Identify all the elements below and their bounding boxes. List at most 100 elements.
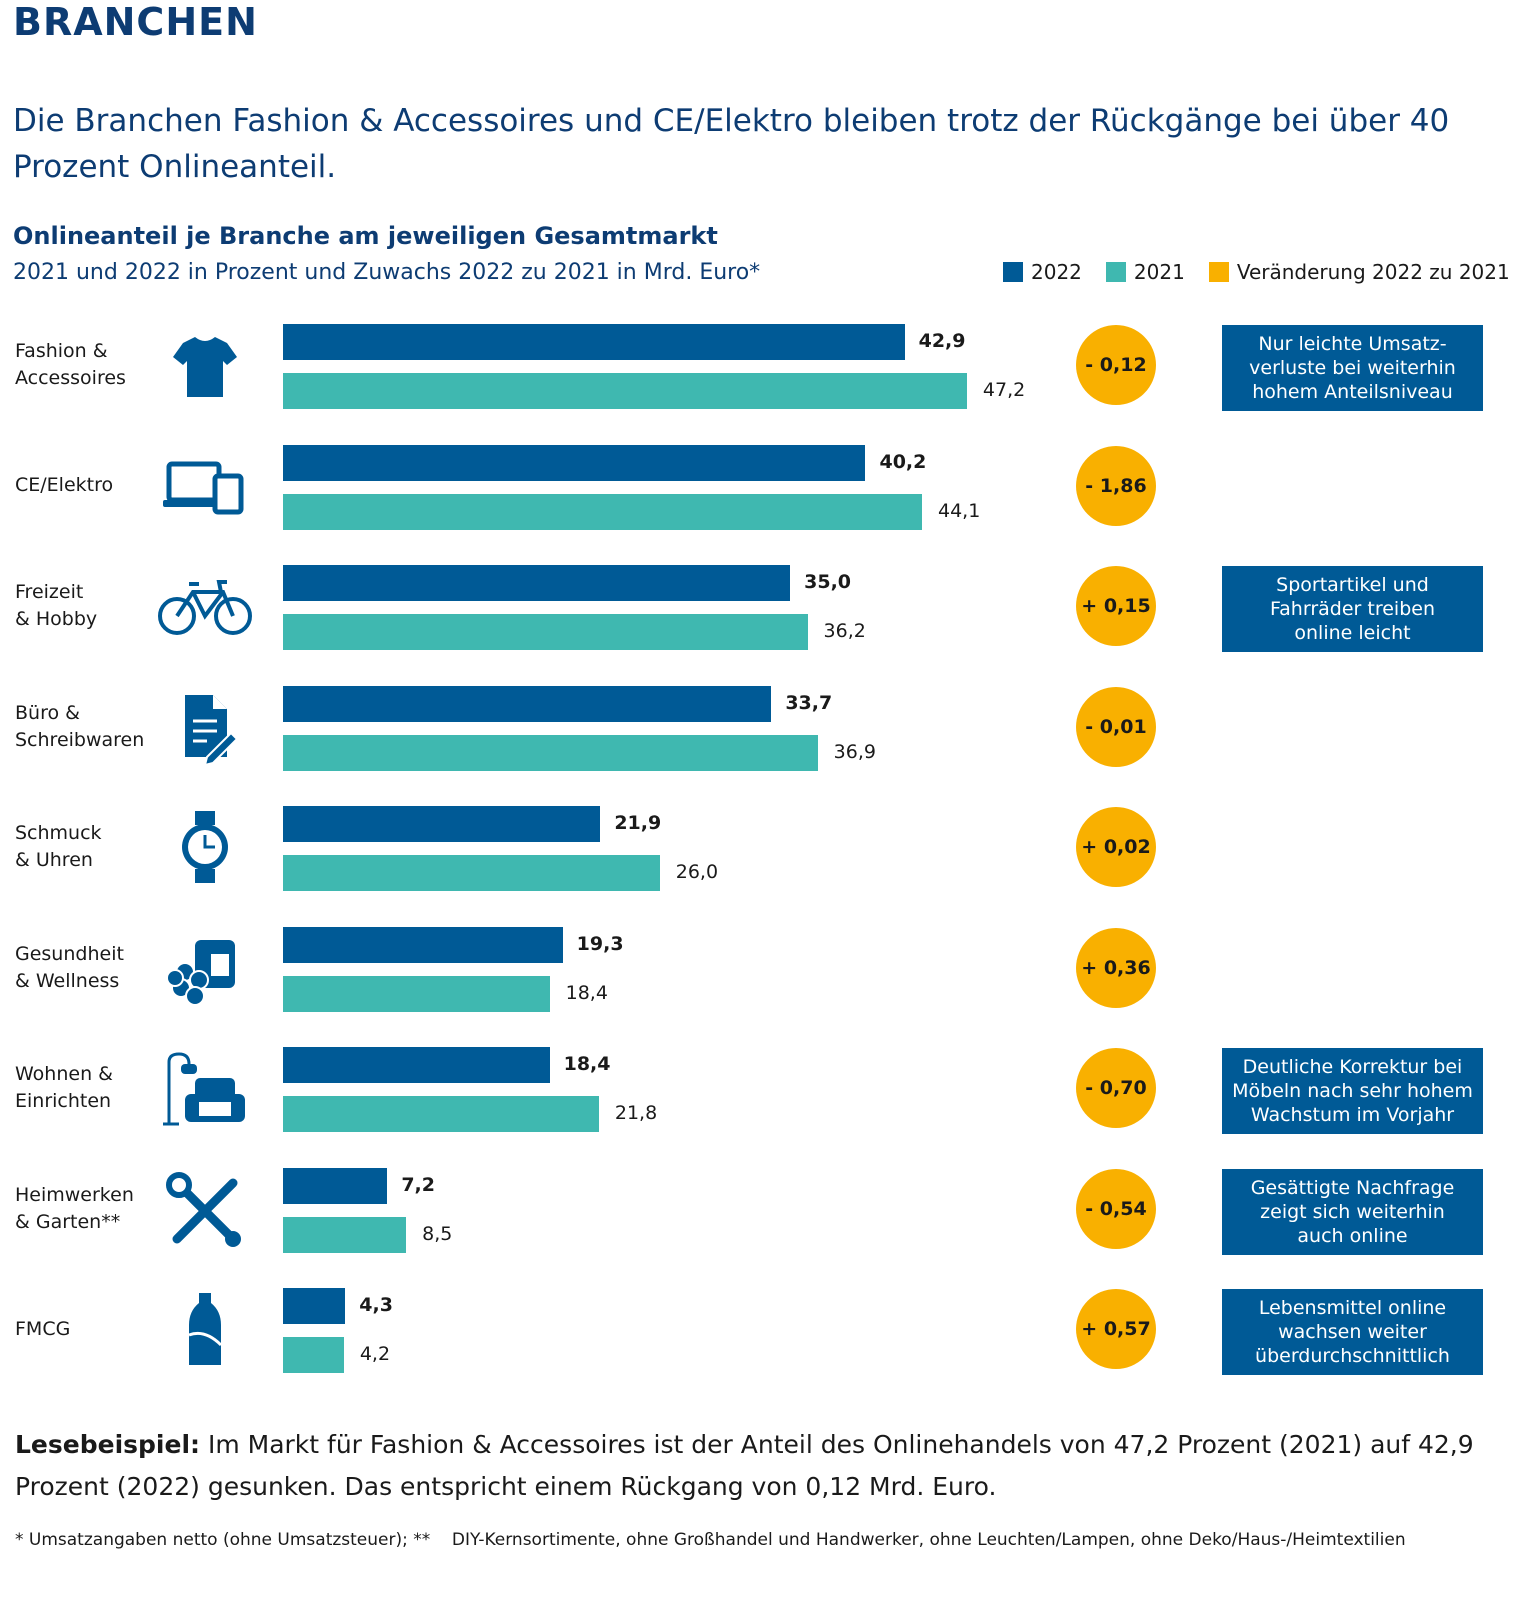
value-label-2022: 4,3: [359, 1294, 393, 1316]
value-label-2021: 36,2: [823, 620, 866, 642]
bar-2021: [283, 373, 967, 409]
category-label: Heimwerken & Garten**: [15, 1182, 134, 1236]
annotation-box: Deutliche Korrektur bei Möbeln nach sehr…: [1222, 1048, 1483, 1134]
category-label: Gesundheit & Wellness: [15, 941, 124, 995]
bar-2022: [283, 806, 601, 842]
value-label-2022: 7,2: [401, 1173, 435, 1196]
change-badge: - 0,70: [1076, 1048, 1156, 1128]
cosmetics-icon: [155, 928, 255, 1008]
legend-swatch-change: [1208, 262, 1229, 282]
value-label-2021: 4,2: [359, 1343, 391, 1365]
category-label-line: & Uhren: [15, 849, 93, 871]
bar-2021: [283, 614, 808, 650]
category-label: Fashion & Accessoires: [15, 338, 126, 392]
reading-example: Lesebeispiel: Im Markt für Fashion & Acc…: [15, 1424, 1515, 1508]
change-badge: - 0,01: [1076, 686, 1156, 767]
category-label: Freizeit & Hobby: [15, 579, 97, 633]
value-label-2021: 8,5: [422, 1222, 453, 1245]
chart-subtitle: 2021 und 2022 in Prozent und Zuwachs 202…: [13, 260, 761, 285]
change-badge: + 0,15: [1076, 566, 1156, 646]
category-label: CE/Elektro: [15, 472, 113, 499]
document-pen-icon: [155, 687, 255, 767]
bar-2022: [283, 1167, 388, 1204]
value-label-2022: 35,0: [804, 571, 852, 593]
value-label-2022: 42,9: [918, 330, 966, 352]
reading-text: Im Markt für Fashion & Accessoires ist d…: [15, 1430, 1474, 1501]
category-label-line: & Garten**: [15, 1210, 121, 1233]
bar-2021: [283, 855, 660, 891]
category-label-line: Schmuck: [15, 822, 102, 844]
devices-icon: [155, 446, 255, 526]
bar-2022: [283, 1047, 550, 1083]
headline: Die Branchen Fashion & Accessoires und C…: [13, 103, 1450, 185]
value-label-2021: 47,2: [982, 379, 1026, 401]
reading-label: Lesebeispiel:: [15, 1430, 201, 1459]
legend-label-2021: 2021: [1133, 260, 1185, 284]
change-badge: - 0,54: [1076, 1168, 1156, 1249]
footnote: * Umsatzangaben netto (ohne Umsatzsteuer…: [15, 1530, 1406, 1550]
annotation-box: Sportartikel und Fahrräder treiben onlin…: [1222, 566, 1483, 652]
category-label-line: CE/Elektro: [15, 474, 114, 496]
category-label: FMCG: [15, 1316, 70, 1343]
annotation-box: Gesättigte Nachfrage zeigt sich weiterhi…: [1222, 1168, 1483, 1255]
bar-2022: [283, 685, 772, 722]
bar-2022: [283, 565, 791, 601]
change-badge: - 1,86: [1076, 445, 1156, 526]
legend-label-2022: 2022: [1031, 260, 1082, 284]
value-label-2021: 26,0: [675, 861, 719, 883]
bar-2021: [283, 493, 922, 530]
value-label-2022: 21,9: [614, 812, 662, 834]
category-label-line: Einrichten: [15, 1090, 112, 1112]
value-label-2021: 44,1: [938, 499, 981, 522]
bar-2021: [283, 1096, 599, 1132]
legend-swatch-2021: [1105, 262, 1126, 282]
category-label-line: Büro &: [15, 701, 80, 724]
annotation-box: Lebensmittel online wachsen weiter überd…: [1222, 1289, 1483, 1375]
chart-title: Onlineanteil je Branche am jeweiligen Ge…: [13, 222, 718, 250]
bar-2021: [283, 1337, 344, 1373]
bottle-icon: [155, 1289, 255, 1369]
bar-2022: [283, 444, 866, 481]
category-label-line: Heimwerken: [15, 1183, 134, 1206]
change-badge: - 0,12: [1076, 325, 1156, 405]
bar-2022: [283, 324, 905, 360]
bar-2021: [283, 975, 550, 1012]
change-badge: + 0,57: [1076, 1289, 1156, 1369]
category-label-line: Freizeit: [15, 581, 84, 603]
category-label: Schmuck & Uhren: [15, 820, 102, 874]
value-label-2022: 33,7: [785, 691, 833, 714]
value-label-2021: 18,4: [565, 981, 608, 1004]
category-label-line: Wohnen &: [15, 1063, 113, 1085]
bar-2021: [283, 1216, 407, 1253]
category-label: Büro & Schreibwaren: [15, 700, 144, 754]
furniture-icon: [155, 1048, 255, 1128]
bar-2022: [283, 926, 563, 963]
category-label-line: FMCG: [15, 1317, 71, 1340]
value-label-2021: 21,8: [614, 1102, 658, 1124]
bar-2022: [283, 1288, 346, 1324]
annotation-box: Nur leichte Umsatz- verluste bei weiterh…: [1222, 325, 1483, 411]
category-label: Wohnen & Einrichten: [15, 1061, 113, 1115]
bar-2021: [283, 734, 818, 771]
category-label-line: Accessoires: [15, 367, 126, 389]
value-label-2022: 18,4: [563, 1053, 611, 1075]
category-label-line: Gesundheit: [15, 942, 124, 965]
tshirt-icon: [155, 325, 255, 405]
legend: 2022 2021 Veränderung 2022 zu 2021: [1003, 260, 1510, 284]
category-label-line: & Wellness: [15, 969, 120, 992]
tools-icon: [155, 1169, 255, 1249]
value-label-2022: 19,3: [576, 932, 624, 955]
section-title: BRANCHEN: [13, 0, 258, 44]
legend-swatch-2022: [1003, 262, 1023, 282]
watch-icon: [155, 807, 255, 887]
value-label-2022: 40,2: [879, 450, 927, 473]
category-label-line: Fashion &: [15, 340, 108, 362]
change-badge: + 0,36: [1076, 927, 1156, 1008]
value-label-2021: 36,9: [833, 740, 876, 763]
category-label-line: & Hobby: [15, 608, 98, 630]
category-label-line: Schreibwaren: [15, 728, 145, 751]
bicycle-icon: [155, 566, 255, 646]
change-badge: + 0,02: [1076, 807, 1156, 887]
legend-label-change: Veränderung 2022 zu 2021: [1236, 260, 1510, 284]
